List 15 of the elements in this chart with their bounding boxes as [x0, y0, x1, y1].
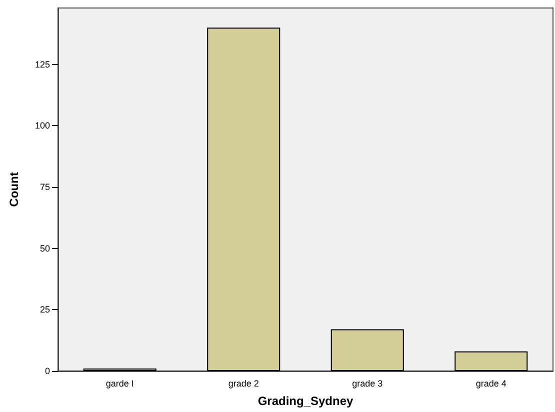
bar — [454, 351, 528, 371]
y-tick-label: 100 — [34, 120, 50, 131]
x-tick-label: grade 3 — [352, 378, 383, 388]
x-axis-title: Grading_Sydney — [258, 394, 354, 408]
y-tick-label: 50 — [40, 243, 50, 254]
x-tick-label: garde I — [106, 378, 134, 388]
y-tick-label: 0 — [44, 366, 50, 376]
y-axis-title: Count — [7, 172, 21, 207]
y-tick-label: 75 — [40, 182, 50, 192]
bar — [207, 28, 280, 371]
y-tick-label: 25 — [40, 304, 50, 315]
x-tick-label: grade 4 — [476, 378, 506, 388]
y-tick-label: 125 — [34, 59, 50, 70]
bar — [330, 329, 404, 371]
x-tick-label: grade 2 — [228, 378, 259, 388]
